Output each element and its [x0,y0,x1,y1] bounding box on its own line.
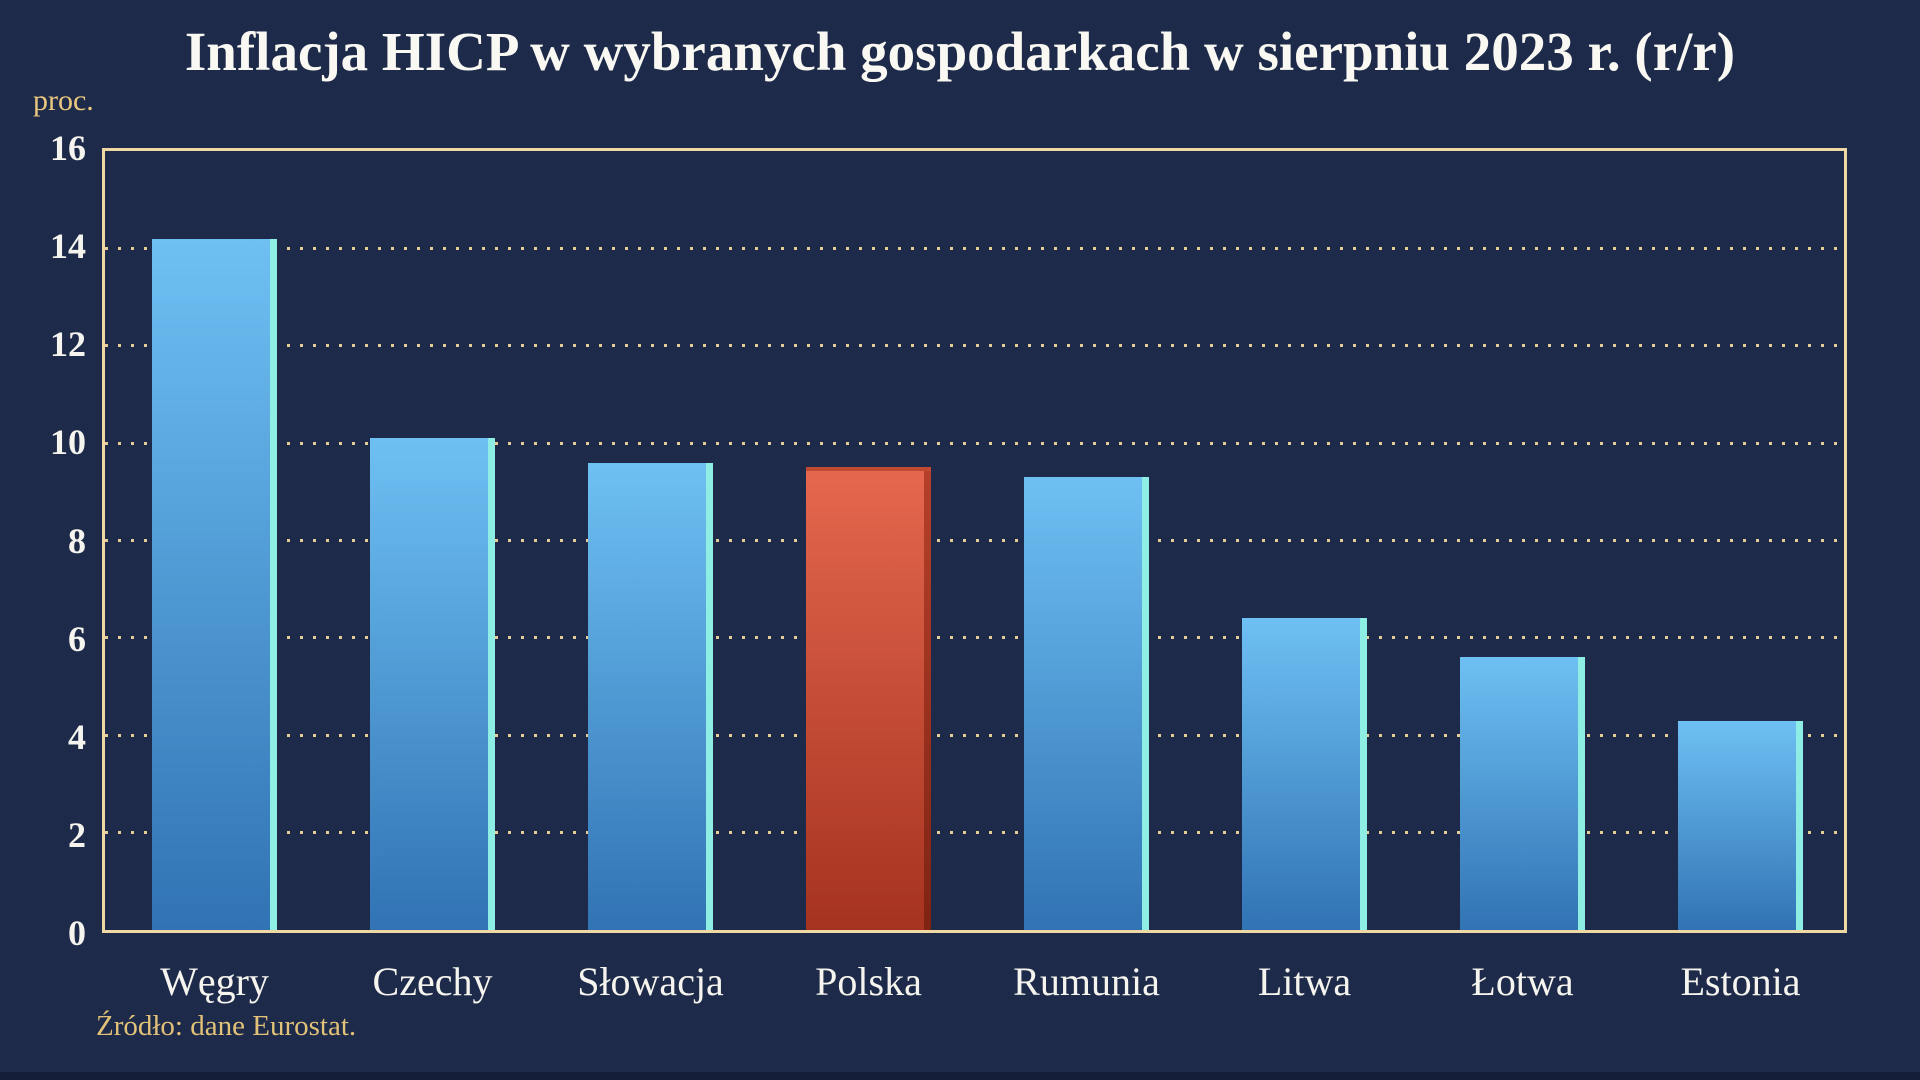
bar-polska [806,467,931,930]
bar-lotwa [1460,657,1585,930]
x-axis-label-slowacja: Słowacja [577,959,724,1004]
bar-edge-czechy [488,438,495,930]
bar-edge-slowacja [706,462,713,930]
bar-wegry [152,238,277,930]
y-tick-label-8: 8 [68,520,86,561]
bar-estonia [1678,720,1803,930]
bar-edge-polska [924,471,931,930]
y-tick-label-4: 4 [68,716,86,757]
decorative-bottom-bar [0,1072,1920,1080]
bar-edge-litwa [1360,618,1367,930]
bar-czechy [370,438,495,930]
gridline-4 [105,733,1844,737]
bar-edge-lotwa [1578,657,1585,930]
y-tick-label-14: 14 [50,226,86,267]
gridline-10 [105,441,1844,445]
y-tick-label-6: 6 [68,618,86,659]
x-axis-label-lotwa: Łotwa [1471,959,1574,1004]
bar-litwa [1242,618,1367,930]
y-tick-label-0: 0 [68,913,86,953]
bars-container [105,151,1844,930]
y-tick-label-2: 2 [68,814,86,855]
page-title: Inflacja HICP w wybranych gospodarkach w… [184,21,1736,82]
bar-edge-estonia [1796,720,1803,930]
x-axis-label-litwa: Litwa [1257,959,1352,1004]
bar-edge-wegry [270,238,277,930]
x-axis-label-czechy: Czechy [372,959,493,1004]
y-axis-unit-label: proc. [33,84,94,117]
x-axis-label-wegry: Węgry [160,959,269,1004]
y-tick-label-12: 12 [50,324,86,365]
bar-slowacja [588,462,713,930]
x-axis-label-polska: Polska [815,959,922,1004]
gridline-2 [105,831,1844,835]
y-tick-label-16: 16 [50,128,86,168]
gridline-6 [105,636,1844,640]
x-axis-label-estonia: Estonia [1680,959,1801,1004]
x-axis-label-rumunia: Rumunia [1013,959,1160,1004]
gridline-8 [105,539,1844,542]
gridline-14 [105,246,1844,250]
gridline-12 [105,344,1844,348]
source-note: Źródło: dane Eurostat. [96,1010,357,1042]
y-tick-label-10: 10 [50,422,86,463]
bar-rumunia [1024,477,1149,930]
chart-plot-area [102,148,1847,933]
bar-edge-rumunia [1142,477,1149,930]
